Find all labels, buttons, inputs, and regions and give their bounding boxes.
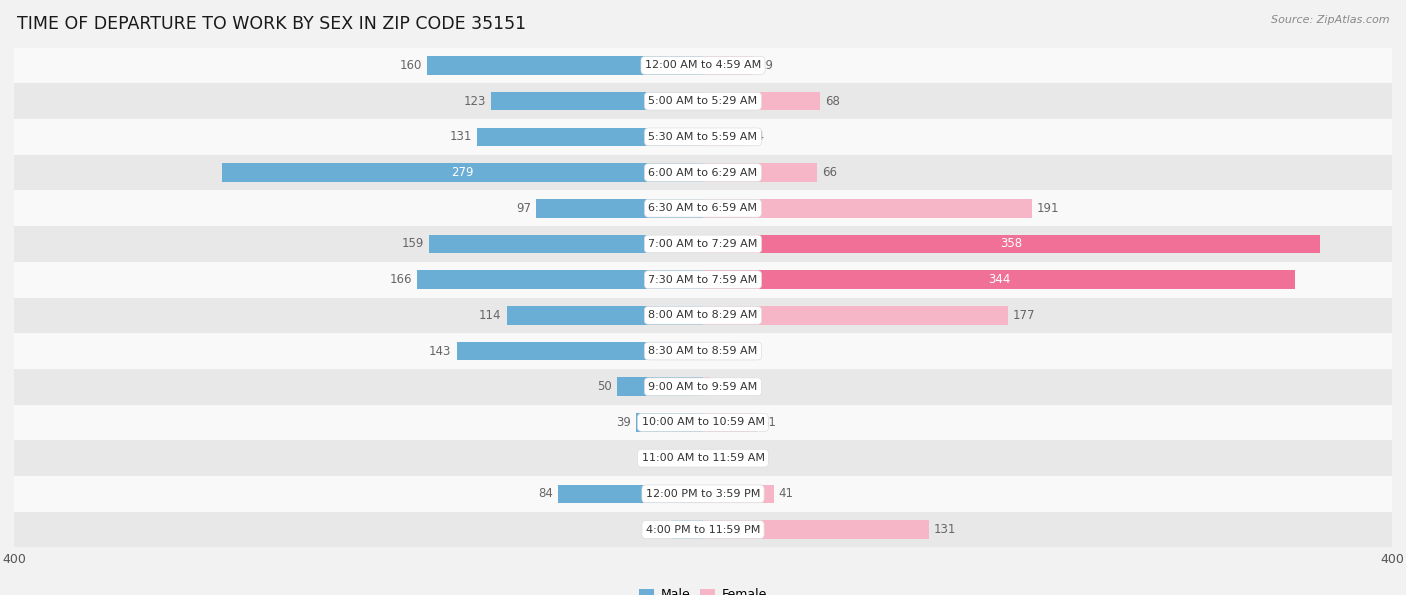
Bar <box>491 92 703 111</box>
Bar <box>703 377 710 396</box>
Bar <box>14 48 1392 83</box>
Bar <box>429 234 703 253</box>
Bar <box>636 413 703 432</box>
Text: 159: 159 <box>402 237 425 250</box>
Text: 344: 344 <box>988 273 1011 286</box>
Text: 143: 143 <box>429 345 451 358</box>
Bar <box>14 440 1392 476</box>
Text: 177: 177 <box>1012 309 1036 322</box>
Text: 114: 114 <box>479 309 502 322</box>
Bar <box>14 190 1392 226</box>
Text: 9:00 AM to 9:59 AM: 9:00 AM to 9:59 AM <box>648 382 758 392</box>
Text: 12:00 AM to 4:59 AM: 12:00 AM to 4:59 AM <box>645 61 761 70</box>
Text: 4:00 PM to 11:59 PM: 4:00 PM to 11:59 PM <box>645 525 761 534</box>
Text: 5:00 AM to 5:29 AM: 5:00 AM to 5:29 AM <box>648 96 758 106</box>
Text: 358: 358 <box>1000 237 1022 250</box>
Text: Source: ZipAtlas.com: Source: ZipAtlas.com <box>1271 15 1389 25</box>
Text: 50: 50 <box>598 380 612 393</box>
Bar <box>14 298 1392 333</box>
Legend: Male, Female: Male, Female <box>634 583 772 595</box>
Bar <box>703 234 1320 253</box>
Text: 31: 31 <box>762 416 776 429</box>
Bar <box>14 512 1392 547</box>
Text: 7:00 AM to 7:29 AM: 7:00 AM to 7:29 AM <box>648 239 758 249</box>
Text: 191: 191 <box>1038 202 1060 215</box>
Text: 97: 97 <box>516 202 531 215</box>
Text: 0: 0 <box>692 452 700 465</box>
Bar <box>703 306 1008 325</box>
Bar <box>418 270 703 289</box>
Bar <box>14 262 1392 298</box>
Text: 17: 17 <box>738 345 752 358</box>
Bar <box>14 226 1392 262</box>
Bar <box>427 56 703 75</box>
Bar <box>703 163 817 182</box>
Bar <box>14 119 1392 155</box>
Bar <box>14 476 1392 512</box>
Text: 29: 29 <box>758 59 773 72</box>
Text: 12:00 PM to 3:59 PM: 12:00 PM to 3:59 PM <box>645 489 761 499</box>
Bar <box>506 306 703 325</box>
Text: 66: 66 <box>823 166 837 179</box>
Text: 4: 4 <box>716 380 723 393</box>
Text: 5:30 AM to 5:59 AM: 5:30 AM to 5:59 AM <box>648 132 758 142</box>
Text: 68: 68 <box>825 95 841 108</box>
Text: 131: 131 <box>934 523 956 536</box>
Bar <box>222 163 703 182</box>
Text: 123: 123 <box>464 95 486 108</box>
Bar <box>478 127 703 146</box>
Text: 279: 279 <box>451 166 474 179</box>
Bar <box>703 520 928 539</box>
Text: 160: 160 <box>399 59 422 72</box>
Text: 11:00 AM to 11:59 AM: 11:00 AM to 11:59 AM <box>641 453 765 463</box>
Text: 10:00 AM to 10:59 AM: 10:00 AM to 10:59 AM <box>641 418 765 427</box>
Text: 6:00 AM to 6:29 AM: 6:00 AM to 6:29 AM <box>648 168 758 177</box>
Bar <box>703 413 756 432</box>
Bar <box>14 83 1392 119</box>
Bar <box>558 484 703 503</box>
Text: 131: 131 <box>450 130 472 143</box>
Text: 24: 24 <box>749 130 765 143</box>
Bar <box>672 520 703 539</box>
Bar <box>703 270 1295 289</box>
Bar <box>703 484 773 503</box>
Text: 8:00 AM to 8:29 AM: 8:00 AM to 8:29 AM <box>648 311 758 320</box>
Text: 166: 166 <box>389 273 412 286</box>
Bar <box>703 342 733 361</box>
Text: 8:30 AM to 8:59 AM: 8:30 AM to 8:59 AM <box>648 346 758 356</box>
Bar <box>457 342 703 361</box>
Bar <box>703 449 718 468</box>
Bar <box>703 199 1032 218</box>
Text: 7:30 AM to 7:59 AM: 7:30 AM to 7:59 AM <box>648 275 758 284</box>
Bar <box>14 155 1392 190</box>
Bar <box>14 333 1392 369</box>
Text: 39: 39 <box>616 416 631 429</box>
Bar <box>703 92 820 111</box>
Text: 41: 41 <box>779 487 794 500</box>
Bar <box>14 369 1392 405</box>
Bar <box>703 127 744 146</box>
Bar <box>703 56 754 75</box>
Text: 18: 18 <box>652 523 666 536</box>
Text: 9: 9 <box>724 452 731 465</box>
Text: 6:30 AM to 6:59 AM: 6:30 AM to 6:59 AM <box>648 203 758 213</box>
Bar <box>14 405 1392 440</box>
Bar <box>617 377 703 396</box>
Bar <box>536 199 703 218</box>
Text: TIME OF DEPARTURE TO WORK BY SEX IN ZIP CODE 35151: TIME OF DEPARTURE TO WORK BY SEX IN ZIP … <box>17 15 526 33</box>
Text: 84: 84 <box>538 487 553 500</box>
